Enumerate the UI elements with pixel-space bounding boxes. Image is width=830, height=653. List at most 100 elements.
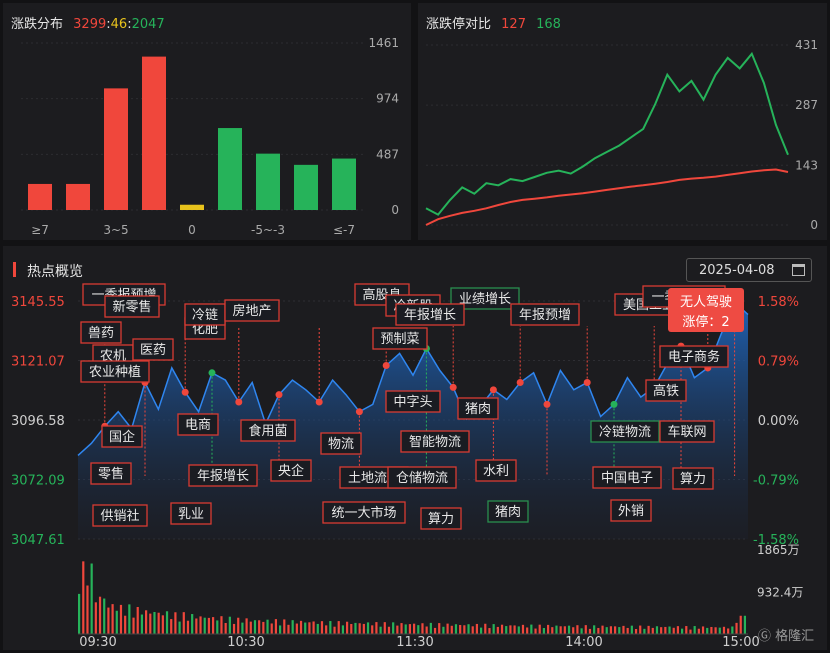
event-dot	[355, 408, 363, 416]
concept-tag[interactable]: 年报增长	[188, 464, 258, 487]
volume-bar	[366, 622, 370, 634]
concept-tag-label: 中字头	[393, 395, 432, 410]
bar-5~7	[66, 183, 90, 210]
limit-title: 涨跌停对比 127 168	[426, 17, 561, 32]
concept-tag[interactable]: 食用菌	[240, 419, 296, 442]
volume-bar	[341, 625, 345, 634]
concept-tag[interactable]: 算力	[672, 467, 714, 490]
concept-tag-label: 物流	[328, 437, 354, 452]
concept-tag[interactable]: 电子商务	[659, 345, 729, 368]
concept-tag[interactable]: 冷链物流	[590, 420, 660, 443]
concept-tag[interactable]: 新零售	[104, 295, 160, 318]
distribution-title: 涨跌分布 3299:46:2047	[11, 17, 165, 32]
event-dot	[449, 383, 457, 391]
volume-bar	[425, 626, 428, 634]
limit-compare-panel: 涨跌停对比 127 168 431 287 143 0	[418, 3, 827, 240]
concept-tag-box	[420, 507, 462, 530]
volume-bar	[258, 620, 261, 634]
distribution-chart: 1461 974 487 0 ≥7 3~5 0 -5~-3 ≤-7	[21, 36, 399, 237]
volume-bar	[86, 585, 89, 634]
concept-tag-box	[104, 295, 160, 318]
volume-bar	[542, 628, 546, 634]
concept-tag[interactable]: 外销	[610, 499, 652, 522]
volume-bar	[333, 626, 336, 634]
concept-tag[interactable]: 仓储物流	[387, 466, 457, 489]
concept-tag-label: 食用菌	[248, 423, 287, 439]
volume-bar	[270, 623, 273, 634]
volume-bar	[199, 616, 202, 634]
concept-tag-label: 农业种植	[89, 365, 141, 380]
concept-tag-label: 智能物流	[409, 435, 461, 450]
volume-bar	[295, 623, 298, 634]
volume-bar	[220, 616, 223, 634]
concept-tag-box	[188, 464, 258, 487]
volume-bar	[500, 624, 504, 634]
calendar-icon[interactable]	[792, 264, 805, 276]
concept-tag[interactable]: 冷链	[184, 303, 226, 326]
concept-tag-box	[400, 430, 470, 453]
left-tick-label: 3047.61	[11, 533, 65, 548]
concept-tag[interactable]: 智能物流	[400, 430, 470, 453]
concept-tag[interactable]: 中字头	[385, 390, 441, 413]
volume-bar	[354, 622, 357, 634]
volume-bar	[212, 617, 215, 634]
concept-tag[interactable]: 预制菜	[372, 327, 428, 350]
concept-tag[interactable]: 猪肉	[487, 500, 529, 523]
concept-tag-box	[387, 466, 457, 489]
volume-bar	[103, 598, 106, 634]
volume-bar	[735, 622, 738, 634]
concept-tag[interactable]: 高铁	[645, 379, 687, 402]
event-dot	[315, 398, 323, 406]
concept-tag[interactable]: 国企	[101, 425, 143, 448]
concept-tag-box	[240, 419, 296, 442]
volume-bar	[170, 619, 173, 634]
concept-tag[interactable]: 年报预增	[510, 303, 580, 326]
event-dot	[489, 386, 497, 394]
volume-bar	[161, 615, 164, 634]
concept-tag[interactable]: 零售	[90, 462, 132, 485]
concept-tag[interactable]: 乳业	[170, 502, 212, 525]
concept-tag-box	[450, 287, 520, 310]
series-line-跌停	[425, 51, 789, 216]
volume-bar	[609, 626, 613, 634]
volume-bar	[304, 622, 307, 634]
concept-tag[interactable]: 猪肉	[457, 397, 499, 420]
hot-title: 热点概览	[27, 264, 83, 280]
concept-tag[interactable]: 年报增长	[395, 303, 465, 326]
volume-bar	[722, 626, 726, 634]
volume-bar	[207, 617, 211, 634]
concept-tag[interactable]: 央企	[270, 459, 312, 482]
concept-tag[interactable]: 中国电子	[592, 466, 662, 489]
concept-tag[interactable]: 电商	[177, 413, 219, 436]
event-dot	[208, 369, 216, 377]
left-tick-label: 3121.07	[11, 355, 65, 370]
volume-bar	[279, 625, 282, 634]
right-tick-label: -0.79%	[753, 474, 799, 489]
concept-tag[interactable]: 车联网	[659, 420, 715, 443]
volume-bar	[475, 623, 479, 634]
volume-bar	[521, 624, 525, 634]
volume-bar	[241, 622, 244, 634]
concept-tag[interactable]: 水利	[475, 459, 517, 482]
concept-tag-box	[590, 420, 660, 443]
concept-tag[interactable]: 业绩增长	[450, 287, 520, 310]
volume-bar	[115, 610, 118, 634]
concept-tag[interactable]: 房地产	[224, 299, 280, 322]
volume-bar	[438, 623, 441, 634]
volume-bar	[672, 627, 675, 634]
concept-tag[interactable]: 医药	[132, 338, 174, 361]
concept-tag[interactable]: 兽药	[80, 321, 122, 344]
concept-tag[interactable]: 统一大市场	[322, 501, 406, 524]
volume-bar	[630, 625, 633, 634]
time-tick-label: 15:00	[722, 635, 759, 650]
volume-bar	[90, 563, 93, 634]
concept-tag[interactable]: 物流	[320, 432, 362, 455]
volume-bar	[237, 617, 240, 634]
concept-tag[interactable]: 算力	[420, 507, 462, 530]
concept-tag-box	[659, 420, 715, 443]
date-picker[interactable]: 2025-04-08	[686, 258, 812, 282]
concept-tag[interactable]: 农业种植	[80, 360, 150, 383]
title-accent	[13, 262, 16, 277]
concept-tag[interactable]: 供销社	[92, 504, 148, 527]
